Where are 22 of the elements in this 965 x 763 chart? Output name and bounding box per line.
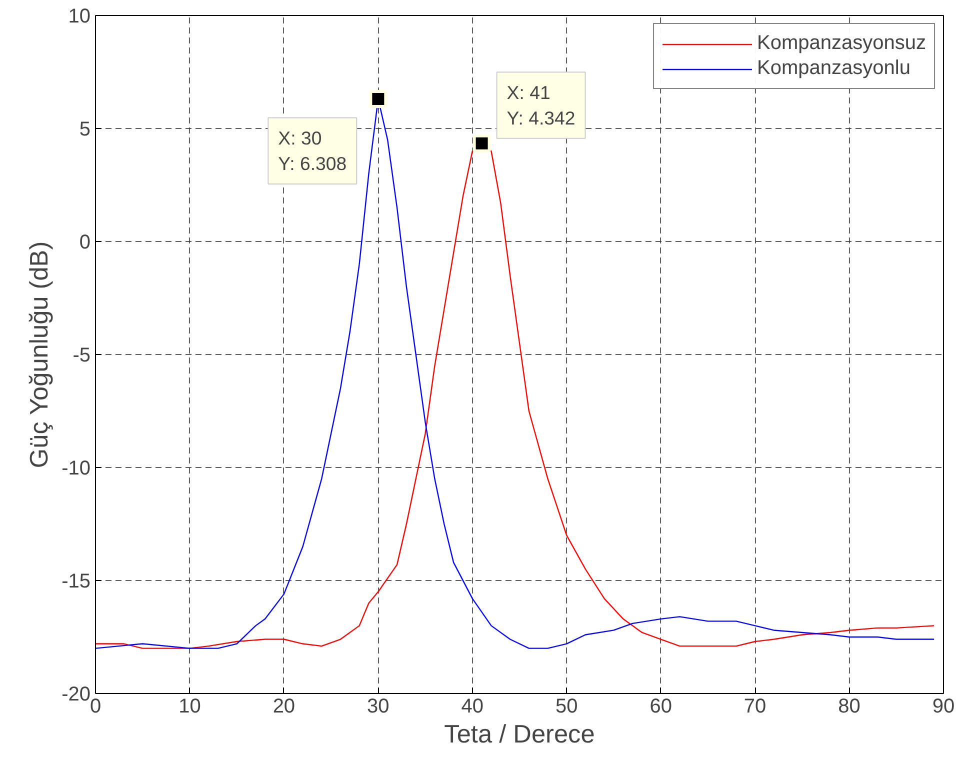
x-tick-label: 20: [272, 696, 296, 718]
legend-label: Kompanzasyonlu: [757, 57, 910, 80]
y-tick-label: -5: [72, 344, 91, 366]
x-axis-title: Teta / Derece: [444, 720, 595, 748]
annotation: X: 41 Y: 4.342: [506, 82, 576, 128]
y-axis-title: Güç Yoğunluğu (dB): [26, 241, 54, 468]
y-tick-label: -20: [62, 684, 90, 706]
y-tick-label: 10: [68, 6, 91, 28]
y-tick-label: 0: [79, 232, 90, 254]
y-tick-label: 5: [79, 118, 90, 140]
legend-label: Kompanzasyonsuz: [757, 32, 926, 55]
x-tick-label: 30: [367, 696, 390, 718]
y-tick-label: -15: [62, 570, 90, 592]
x-tick-label: 70: [744, 696, 766, 718]
x-tick-label: 10: [178, 696, 201, 718]
x-tick-label: 60: [650, 696, 672, 718]
x-tick-label: 90: [932, 696, 955, 718]
annotation: X: 30 Y: 6.308: [278, 128, 347, 174]
x-tick-label: 40: [461, 696, 484, 718]
x-tick-label: 80: [838, 696, 860, 718]
x-tick-label: 50: [555, 696, 578, 718]
y-tick-label: -10: [62, 458, 90, 480]
